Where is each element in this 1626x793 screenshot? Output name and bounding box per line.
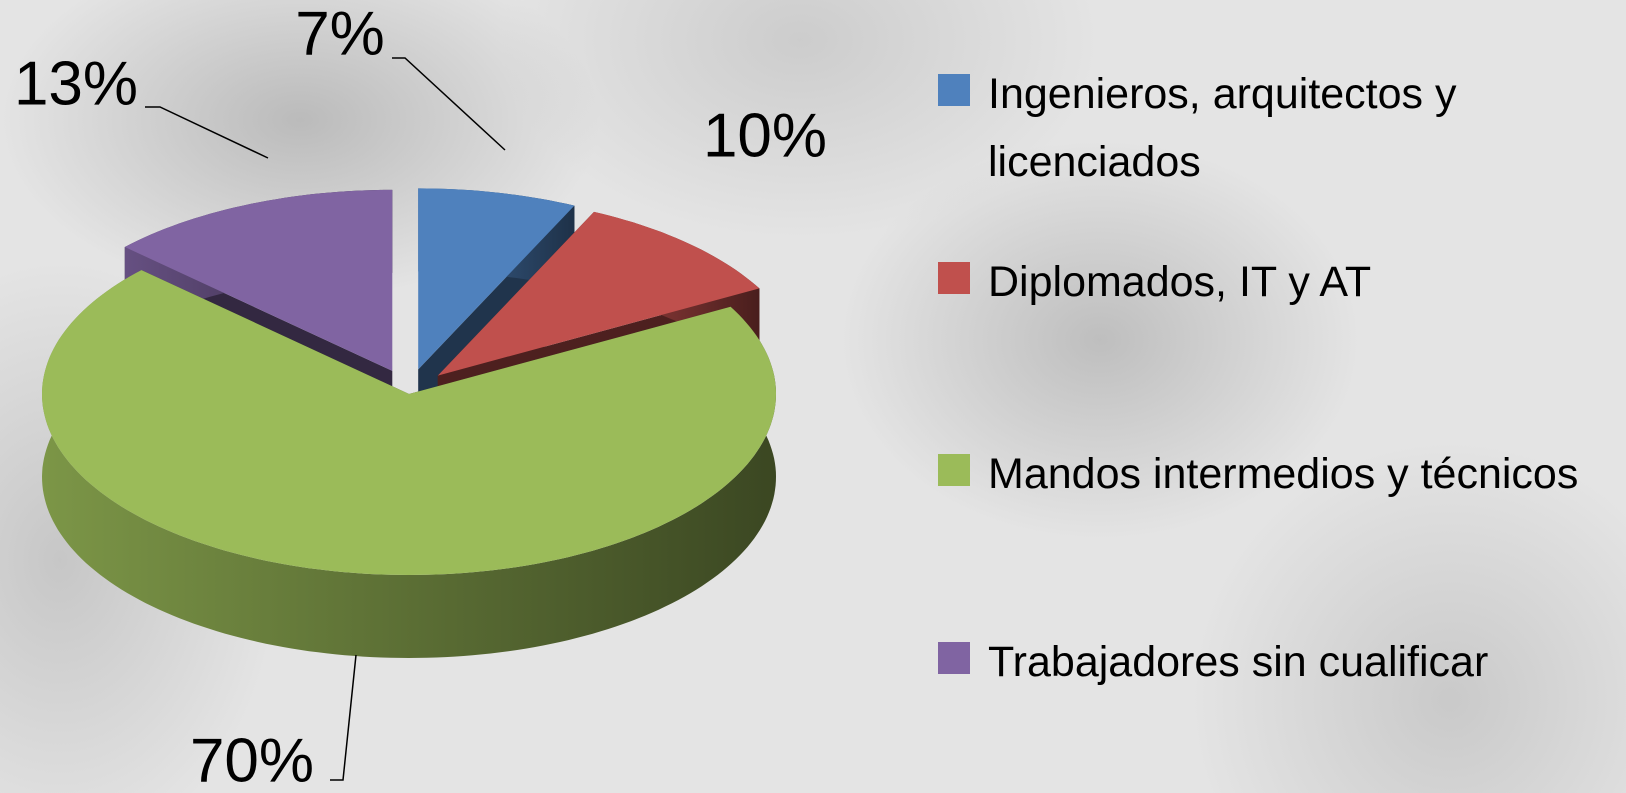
leader-line <box>392 57 506 151</box>
slice <box>42 270 776 575</box>
data-label: 70% <box>190 726 314 793</box>
legend-item: Trabajadores sin cualificar <box>938 628 1608 696</box>
slice <box>437 211 760 376</box>
legend-swatch <box>938 74 970 106</box>
slice-wall <box>42 270 776 658</box>
slice <box>124 189 393 371</box>
legend-swatch <box>938 454 970 486</box>
legend-swatch <box>938 262 970 294</box>
data-label: 13% <box>14 49 138 118</box>
legend-item: Ingenieros, arquitectos y licenciados <box>938 60 1608 196</box>
legend-item: Diplomados, IT y AT <box>938 248 1608 316</box>
legend-label: Diplomados, IT y AT <box>988 258 1372 306</box>
slice <box>418 188 575 370</box>
legend-item: Mandos intermedios y técnicos <box>938 440 1608 508</box>
legend-label: Trabajadores sin cualificar <box>988 638 1489 686</box>
data-label: 10% <box>703 101 827 170</box>
leader-line <box>330 654 357 781</box>
leader-line <box>145 106 269 159</box>
legend-label: Mandos intermedios y técnicos <box>988 450 1579 498</box>
data-label: 7% <box>295 0 385 68</box>
legend-swatch <box>938 642 970 674</box>
legend-label: Ingenieros, arquitectos y licenciados <box>988 70 1457 186</box>
